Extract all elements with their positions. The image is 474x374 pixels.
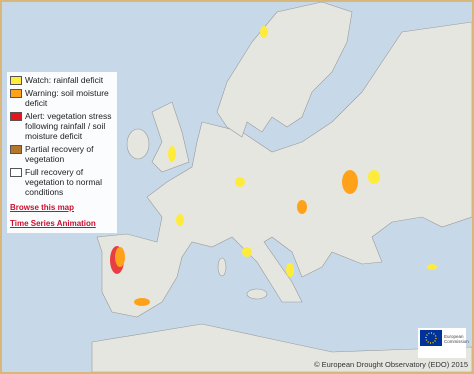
- eu-logo: European Commission: [418, 328, 469, 358]
- legend-swatch: [10, 76, 22, 85]
- legend-swatch: [10, 112, 22, 121]
- scandinavia: [216, 2, 353, 138]
- island: [217, 257, 227, 277]
- legend-swatch: [10, 168, 22, 177]
- legend-swatch: [10, 145, 22, 154]
- legend-item: Alert: vegetation stress following rainf…: [10, 111, 114, 141]
- legend-label: Watch: rainfall deficit: [25, 75, 104, 85]
- legend: Watch: rainfall deficit Warning: soil moi…: [7, 72, 117, 233]
- map-link[interactable]: Browse this map: [10, 203, 75, 212]
- drought-areas: [110, 26, 437, 306]
- legend-label: Alert: vegetation stress following rainf…: [25, 111, 112, 141]
- logo-label: European Commission: [444, 334, 469, 344]
- legend-item: Watch: rainfall deficit: [10, 75, 114, 85]
- legend-label: Partial recovery of vegetation: [25, 144, 94, 164]
- north-africa: [91, 323, 472, 372]
- mainland: [96, 21, 472, 318]
- great-britain: [151, 101, 190, 173]
- legend-item: Warning: soil moisture deficit: [10, 88, 114, 108]
- legend-label: Warning: soil moisture deficit: [25, 88, 109, 108]
- legend-item: Partial recovery of vegetation: [10, 144, 114, 164]
- map-link[interactable]: Time Series Animation: [10, 219, 96, 228]
- legend-swatch: [10, 89, 22, 98]
- legend-item: Full recovery of vegetation to normal co…: [10, 167, 114, 197]
- credit: © European Drought Observatory (EDO) 201…: [314, 360, 468, 369]
- legend-label: Full recovery of vegetation to normal co…: [25, 167, 103, 197]
- island: [246, 288, 268, 300]
- ireland: [126, 128, 150, 160]
